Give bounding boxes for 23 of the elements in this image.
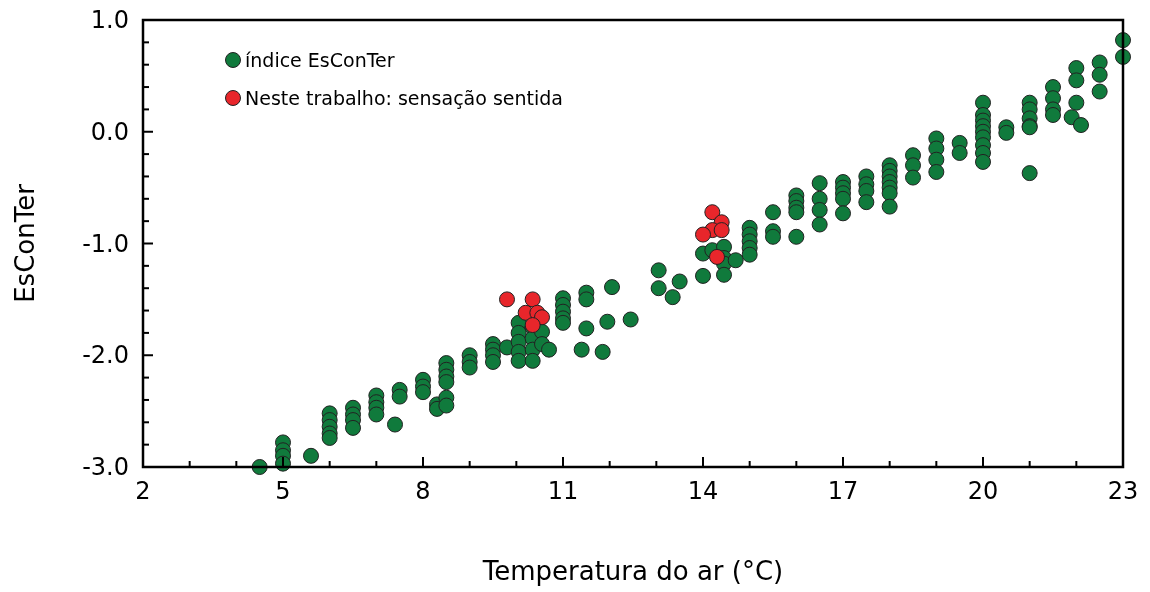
y-tick-label: -3.0	[82, 453, 129, 481]
legend-label: índice EsConTer	[245, 49, 395, 71]
legend-label: Neste trabalho: sensação sentida	[245, 87, 563, 109]
point	[709, 248, 725, 265]
y-tick-label: -1.0	[82, 229, 129, 258]
x-tick-label: 17	[827, 477, 859, 505]
y-axis-title: EsConTer	[10, 183, 40, 303]
x-tick-label: 5	[275, 477, 291, 505]
x-tick-label: 20	[967, 477, 999, 505]
point	[499, 291, 515, 308]
y-tick-label: 1.0	[90, 6, 129, 34]
y-tick-label: -2.0	[82, 341, 129, 370]
x-tick-label: 11	[547, 477, 579, 505]
point	[713, 222, 730, 239]
x-tick-label: 23	[1107, 477, 1139, 505]
point	[695, 226, 711, 243]
y-tick-label: 0.0	[90, 117, 129, 146]
x-axis-title: Temperatura do ar (°C)	[481, 556, 784, 586]
x-tick-label: 2	[135, 477, 151, 505]
point	[524, 291, 541, 308]
x-tick-label: 14	[687, 477, 719, 505]
point	[704, 204, 721, 221]
x-tick-label: 8	[415, 477, 431, 505]
